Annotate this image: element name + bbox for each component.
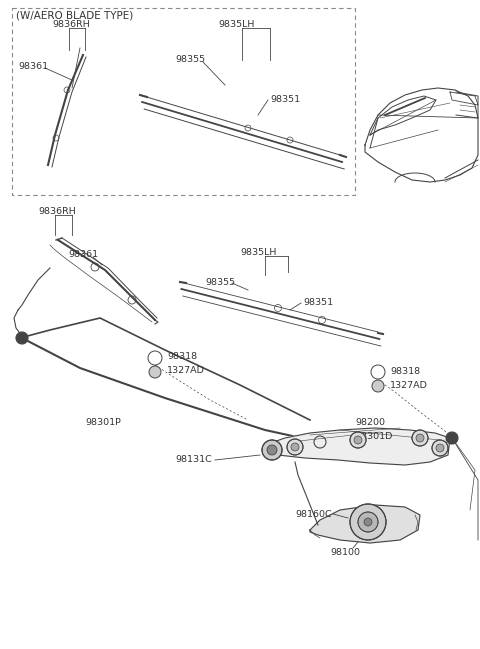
Circle shape — [364, 518, 372, 526]
Text: 9836RH: 9836RH — [38, 207, 76, 216]
Circle shape — [350, 504, 386, 540]
Text: 98301P: 98301P — [85, 418, 121, 427]
Text: 98318: 98318 — [390, 367, 420, 376]
Text: 98355: 98355 — [175, 55, 205, 64]
Text: 98301D: 98301D — [355, 432, 392, 441]
Polygon shape — [310, 505, 420, 543]
Text: 9835LH: 9835LH — [240, 248, 276, 257]
Text: 1327AD: 1327AD — [390, 381, 428, 390]
Circle shape — [354, 436, 362, 444]
Text: 9836RH: 9836RH — [52, 20, 90, 29]
Text: 98355: 98355 — [205, 278, 235, 287]
Circle shape — [372, 380, 384, 392]
Circle shape — [436, 444, 444, 452]
Text: 98361: 98361 — [18, 62, 48, 71]
Circle shape — [291, 443, 299, 451]
Text: 9835LH: 9835LH — [218, 20, 254, 29]
Text: 1327AD: 1327AD — [167, 366, 205, 375]
Circle shape — [262, 440, 282, 460]
Circle shape — [267, 445, 277, 455]
Text: 98351: 98351 — [270, 95, 300, 104]
Circle shape — [432, 440, 448, 456]
Text: (W/AERO BLADE TYPE): (W/AERO BLADE TYPE) — [16, 10, 133, 20]
Text: 98361: 98361 — [68, 250, 98, 259]
Text: 98100: 98100 — [330, 548, 360, 557]
Text: 98200: 98200 — [355, 418, 385, 427]
Polygon shape — [265, 428, 450, 465]
Text: 98160C: 98160C — [295, 510, 332, 519]
Circle shape — [350, 432, 366, 448]
Circle shape — [16, 332, 28, 344]
Circle shape — [412, 430, 428, 446]
Circle shape — [416, 434, 424, 442]
Text: 98318: 98318 — [167, 352, 197, 361]
Circle shape — [287, 439, 303, 455]
Text: 98351: 98351 — [303, 298, 333, 307]
Circle shape — [446, 432, 458, 444]
Circle shape — [149, 366, 161, 378]
Text: 98131C: 98131C — [175, 455, 212, 464]
Circle shape — [358, 512, 378, 532]
